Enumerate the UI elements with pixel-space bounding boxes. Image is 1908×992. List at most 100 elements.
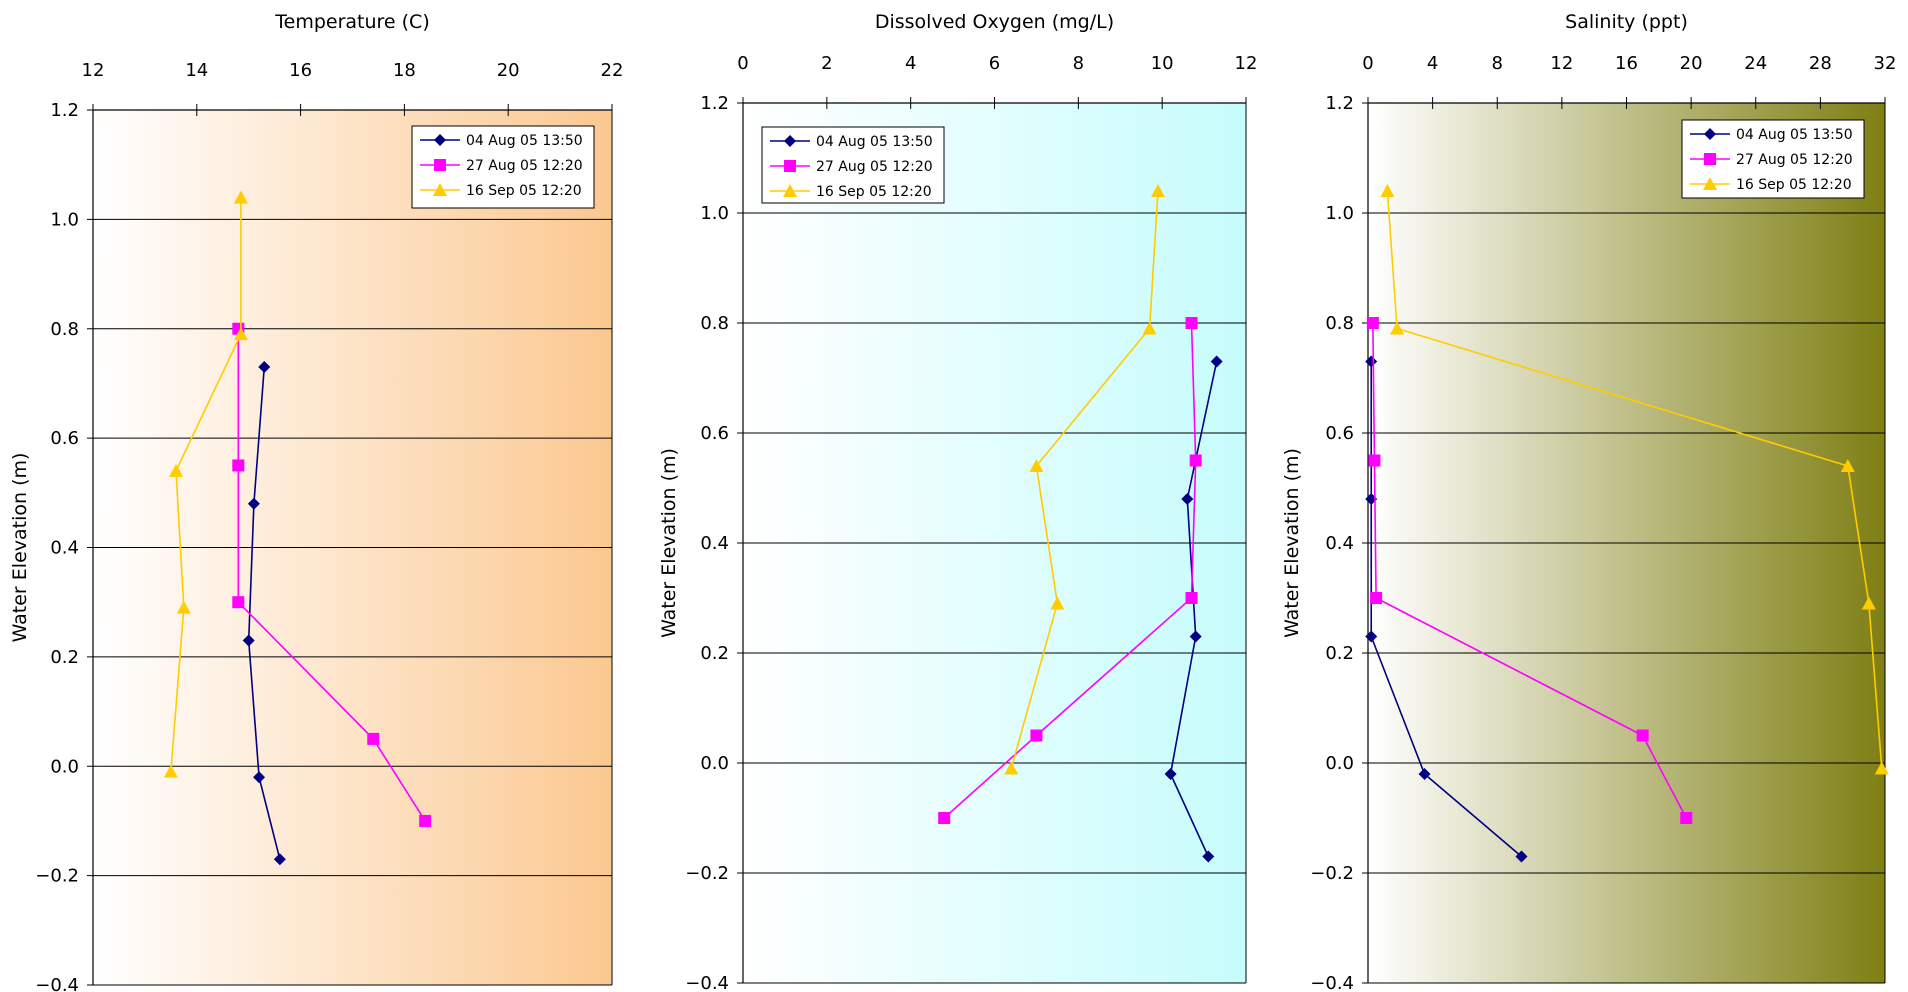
legend-marker — [433, 183, 447, 196]
series-3 — [1380, 184, 1889, 775]
data-point — [1515, 850, 1528, 863]
legend-marker — [783, 184, 797, 197]
legend: 04 Aug 05 13:50 27 Aug 05 12:20 16 Sep 05 … — [411, 125, 595, 209]
data-point — [1181, 493, 1194, 505]
x-tick-label: 18 — [393, 60, 416, 81]
legend-label: 16 Sep 05 12:20 — [1736, 177, 1852, 193]
data-point — [1680, 812, 1693, 824]
y-tick-label: 1.2 — [700, 93, 729, 114]
chart-panel-1: −0.4 −0.2 0.0 0.2 0.4 0.6 0.8 1.0 1.212 14 16 18 20 2… — [9, 11, 623, 992]
x-axis-title: Salinity (ppt) — [1565, 11, 1688, 33]
series-2 — [938, 317, 1202, 824]
data-point — [1368, 454, 1381, 467]
y-tick-label: −0.2 — [35, 866, 79, 887]
x-tick-label: 12 — [82, 60, 105, 81]
legend-marker — [1704, 153, 1716, 165]
x-tick-label: 0 — [737, 53, 748, 74]
data-point — [1030, 729, 1043, 742]
data-point — [1418, 768, 1431, 780]
legend-label: 27 Aug 05 12:20 — [466, 158, 583, 174]
legend-marker — [1704, 128, 1716, 140]
data-point — [1185, 592, 1198, 604]
series-3 — [163, 190, 248, 778]
data-point — [233, 190, 248, 204]
data-point — [1050, 596, 1065, 610]
data-point — [163, 764, 178, 778]
data-point — [1874, 761, 1889, 775]
legend-label: 27 Aug 05 12:20 — [816, 159, 933, 175]
data-point — [232, 596, 245, 609]
y-tick-label: 0.2 — [700, 643, 729, 664]
y-tick-label: 1.0 — [1325, 203, 1354, 224]
y-tick-label: 0.4 — [1325, 533, 1354, 554]
data-point — [938, 812, 951, 824]
legend-marker — [1703, 177, 1717, 190]
y-tick-label: 1.2 — [1325, 93, 1354, 114]
x-tick-label: 8 — [1073, 53, 1084, 74]
x-axis-title: Dissolved Oxygen (mg/L) — [875, 11, 1114, 33]
data-point — [1142, 321, 1157, 335]
legend-label: 04 Aug 05 13:50 — [466, 133, 583, 149]
data-point — [242, 634, 255, 647]
legend-label: 04 Aug 05 13:50 — [816, 134, 933, 150]
x-tick-label: 4 — [905, 53, 916, 74]
x-tick-label: 20 — [1680, 53, 1703, 74]
data-point — [273, 853, 286, 866]
data-point — [367, 732, 380, 745]
x-tick-label: 24 — [1744, 53, 1767, 74]
data-point — [1365, 630, 1378, 643]
y-tick-label: 0.8 — [700, 313, 729, 334]
data-point — [1029, 459, 1044, 472]
y-tick-label: 0.0 — [1325, 753, 1354, 774]
x-tick-label: 28 — [1809, 53, 1832, 74]
data-point — [176, 600, 191, 614]
series-1 — [1164, 355, 1223, 863]
y-tick-label: −0.4 — [35, 975, 79, 992]
data-point — [1861, 596, 1876, 610]
legend-label: 16 Sep 05 12:20 — [816, 184, 932, 200]
legend-label: 27 Aug 05 12:20 — [1736, 152, 1853, 168]
y-tick-label: −0.4 — [1310, 973, 1354, 992]
data-point — [1189, 454, 1202, 467]
y-tick-label: 1.2 — [50, 100, 79, 121]
data-point — [1380, 184, 1395, 197]
y-tick-label: 0.2 — [1325, 643, 1354, 664]
data-point — [1164, 768, 1177, 780]
y-axis-title: Water Elevation (m) — [9, 453, 31, 643]
data-point — [1189, 630, 1202, 643]
data-point — [1840, 459, 1855, 472]
x-tick-label: 32 — [1874, 53, 1897, 74]
legend-marker — [784, 135, 796, 147]
series-2 — [1366, 317, 1693, 824]
data-point — [1636, 729, 1649, 742]
legend: 04 Aug 05 13:50 27 Aug 05 12:20 16 Sep 05 … — [761, 126, 945, 204]
data-point — [1366, 317, 1379, 329]
data-point — [1370, 592, 1383, 604]
x-tick-label: 8 — [1492, 53, 1503, 74]
x-tick-label: 16 — [289, 60, 312, 81]
series-2 — [232, 322, 432, 827]
y-tick-label: 0.0 — [50, 756, 79, 777]
data-point — [1210, 355, 1223, 368]
legend: 04 Aug 05 13:50 27 Aug 05 12:20 16 Sep 05 … — [1681, 119, 1865, 199]
data-point — [1004, 761, 1019, 775]
chart-panel-2: −0.4 −0.2 0.0 0.2 0.4 0.6 0.8 1.0 1.2 0 2 4 6 8 10 12 Di… — [658, 11, 1257, 992]
x-tick-label: 4 — [1427, 53, 1438, 74]
x-tick-label: 22 — [601, 60, 624, 81]
data-point — [233, 327, 248, 341]
y-tick-label: 0.4 — [700, 533, 729, 554]
legend-label: 16 Sep 05 12:20 — [466, 183, 582, 199]
data-point — [1365, 355, 1378, 368]
x-tick-label: 12 — [1235, 53, 1258, 74]
x-tick-label: 12 — [1550, 53, 1573, 74]
data-point — [253, 771, 266, 784]
y-tick-label: 0.4 — [50, 538, 79, 559]
x-tick-label: 0 — [1362, 53, 1373, 74]
x-axis-title: Temperature (C) — [274, 11, 430, 33]
y-tick-label: 0.8 — [50, 319, 79, 340]
x-tick-label: 10 — [1151, 53, 1174, 74]
data-point — [419, 814, 432, 827]
y-tick-label: 0.8 — [1325, 313, 1354, 334]
x-tick-label: 2 — [821, 53, 832, 74]
